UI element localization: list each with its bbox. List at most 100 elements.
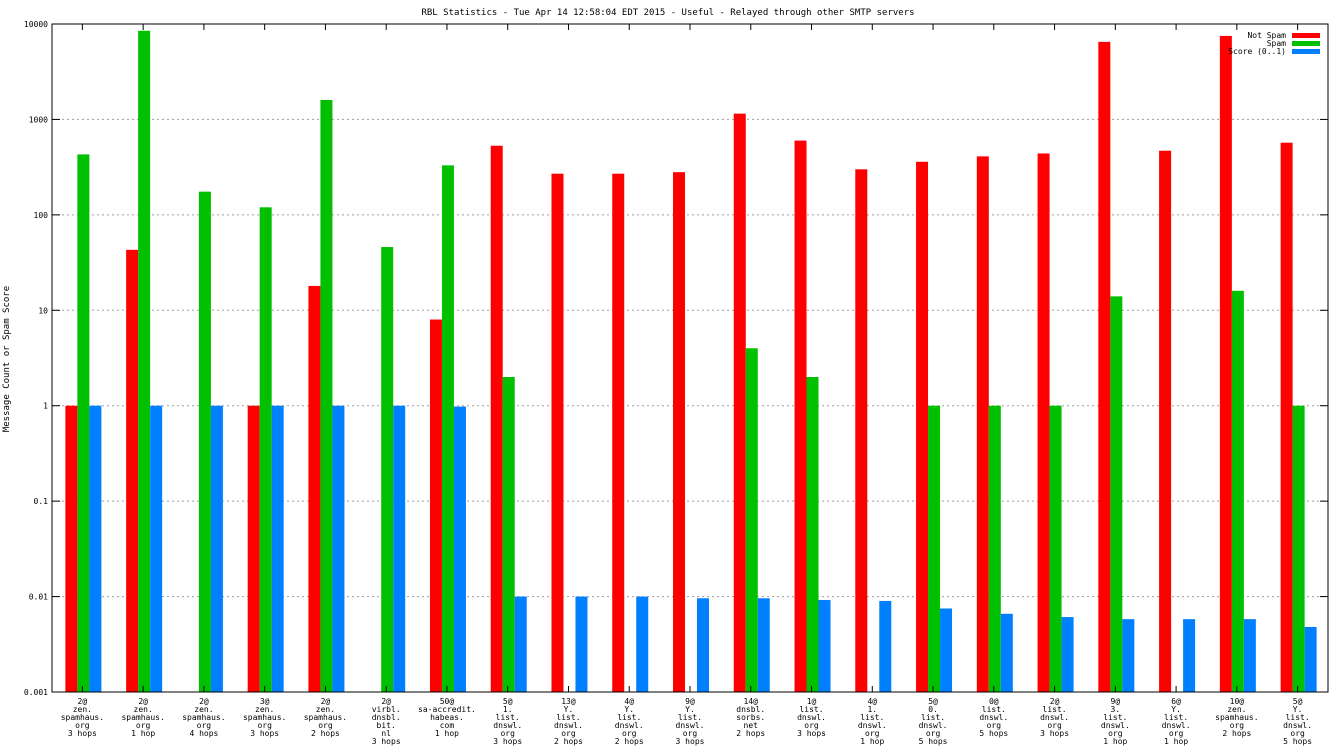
x-tick-label-line: 2@ xyxy=(199,697,209,706)
x-tick-label-line: 5 hops xyxy=(979,729,1008,738)
x-tick-label: 0@ list. dnswl. org 5 hops xyxy=(979,697,1008,738)
x-tick-label-line: Y. xyxy=(1293,705,1303,714)
x-tick-label-line: spamhaus. xyxy=(1215,713,1258,722)
y-tick-label: 10000 xyxy=(24,20,48,29)
x-tick-label-line: 1 hop xyxy=(860,737,884,746)
x-tick-label-line: Y. xyxy=(1171,705,1181,714)
x-tick-label: 2@ zen. spamhaus. org 1 hop xyxy=(121,697,164,738)
y-tick-label: 1 xyxy=(43,402,48,411)
bar xyxy=(502,376,515,692)
bar xyxy=(126,249,139,693)
x-tick-label-line: org xyxy=(865,729,880,738)
x-tick-label-line: sa-accredit. xyxy=(418,705,476,714)
bar xyxy=(441,165,454,692)
x-tick-label-line: 2 hops xyxy=(554,737,583,746)
bar xyxy=(259,207,272,692)
x-tick-label-line: list. xyxy=(799,705,823,714)
bar xyxy=(1183,619,1196,692)
x-tick-label-line: list. xyxy=(678,713,702,722)
x-tick-label-line: 2 hops xyxy=(311,729,340,738)
x-tick-label-line: net xyxy=(744,721,759,730)
x-tick-label-line: list. xyxy=(982,705,1006,714)
y-tick-label: 0.01 xyxy=(29,593,48,602)
bar xyxy=(198,191,211,692)
x-tick-label-line: 2@ xyxy=(1050,697,1060,706)
x-tick-label-line: 0@ xyxy=(989,697,999,706)
bar xyxy=(514,596,527,692)
x-tick-label-line: bit. xyxy=(377,721,396,730)
x-tick-label: 9@ 3. list. dnswl. org 1 hop xyxy=(1101,697,1130,746)
x-tick-label-line: 2@ xyxy=(78,697,88,706)
x-tick-label-line: spamhaus. xyxy=(121,713,164,722)
x-tick-label: 50@ sa-accredit. habeas. com 1 hop xyxy=(418,697,476,738)
x-tick-label-line: list. xyxy=(860,713,884,722)
y-ticks: 0.001 0.01 0.1 1 10 100 1000 10000 xyxy=(24,20,1328,697)
bar xyxy=(879,600,892,692)
bar xyxy=(940,608,953,692)
x-tick-label-line: list. xyxy=(1286,713,1310,722)
x-tick-label-line: zen. xyxy=(73,705,92,714)
x-tick-label: 10@ zen. spamhaus. org 2 hops xyxy=(1215,697,1258,738)
bar xyxy=(818,600,831,692)
x-tick-label-line: 3 hops xyxy=(372,737,401,746)
x-tick-label-line: org xyxy=(1230,721,1245,730)
x-tick-label-line: habeas. xyxy=(430,713,464,722)
x-tick-label-line: 1@ xyxy=(807,697,817,706)
x-tick-label-line: dnswl. xyxy=(676,721,705,730)
bar xyxy=(612,173,625,692)
bar xyxy=(745,348,758,692)
bar xyxy=(1049,405,1062,692)
x-tick-label-line: 4@ xyxy=(867,697,877,706)
bar xyxy=(1159,150,1172,693)
x-tick-label-line: org xyxy=(1047,721,1062,730)
x-tick-label-line: virbl. xyxy=(372,705,401,714)
bar xyxy=(1061,617,1074,692)
x-tick-label: 5@ Y. list. dnswl. org 5 hops xyxy=(1283,697,1312,746)
bar xyxy=(1280,142,1293,692)
bar xyxy=(65,405,78,692)
x-tick-label: 5@ 0. list. dnswl. org 5 hops xyxy=(919,697,948,746)
x-tick-label-line: dnswl. xyxy=(615,721,644,730)
x-tick-label-line: dnswl. xyxy=(797,713,826,722)
x-tick-label-line: dnsbl. xyxy=(736,705,765,714)
x-tick-label: 2@ zen. spamhaus. org 3 hops xyxy=(61,697,104,738)
x-tick-label-line: list. xyxy=(921,713,945,722)
bar xyxy=(150,405,163,692)
x-tick-label-line: org xyxy=(75,721,90,730)
x-tick-label-line: spamhaus. xyxy=(61,713,104,722)
x-tick-label-line: 3 hops xyxy=(250,729,279,738)
bar xyxy=(1098,41,1111,693)
x-tick-label-line: 5 hops xyxy=(919,737,948,746)
bar xyxy=(757,598,770,692)
legend-swatch xyxy=(1292,49,1320,54)
bar xyxy=(916,161,929,692)
legend-label: Spam xyxy=(1267,39,1286,48)
y-tick-label: 1000 xyxy=(29,115,48,124)
x-tick-label-line: org xyxy=(1290,729,1305,738)
bar xyxy=(77,154,90,693)
bar xyxy=(976,156,989,692)
bar xyxy=(1292,405,1305,692)
x-tick-label-line: 2@ xyxy=(321,697,331,706)
x-tick-label-line: 4@ xyxy=(624,697,634,706)
x-tick-label: 4@ 1. list. dnswl. org 1 hop xyxy=(858,697,887,746)
bar xyxy=(271,405,284,692)
x-tick-label-line: com xyxy=(440,721,455,730)
x-tick-label-line: 3. xyxy=(1111,705,1121,714)
bar xyxy=(636,596,649,692)
x-tick-label-line: 1. xyxy=(867,705,877,714)
bar xyxy=(490,145,503,692)
x-tick-label-line: dnswl. xyxy=(493,721,522,730)
x-tick-label-line: org xyxy=(987,721,1002,730)
x-tick-label-line: 9@ xyxy=(1111,697,1121,706)
bar xyxy=(806,376,819,692)
bar xyxy=(1037,153,1050,692)
x-tick-label-line: 3@ xyxy=(260,697,270,706)
x-tick-label-line: dnsbl. xyxy=(372,713,401,722)
y-tick-label: 0.001 xyxy=(24,688,48,697)
bar xyxy=(1000,613,1013,692)
x-tick-label-line: 5@ xyxy=(503,697,513,706)
x-tick-label-line: list. xyxy=(556,713,580,722)
x-tick-label-line: 3 hops xyxy=(493,737,522,746)
